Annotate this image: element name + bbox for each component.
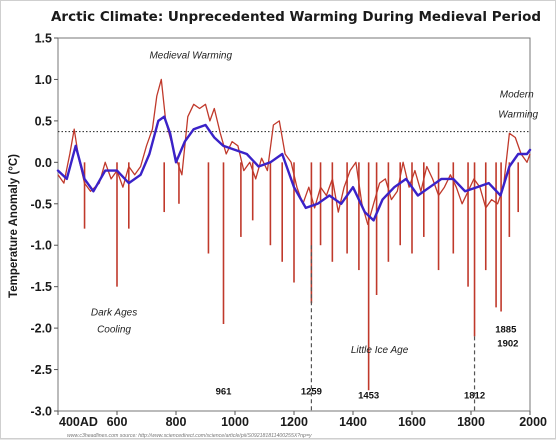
- y-tick-label: 0.5: [35, 114, 52, 128]
- annotation-label: Modern: [500, 90, 534, 101]
- y-tick-label: -0.5: [30, 197, 52, 211]
- annotation-label: Warming: [498, 110, 538, 121]
- series-line-smoothed: [56, 115, 532, 222]
- y-axis-label: Temperature Anomaly (°C): [8, 154, 20, 298]
- x-tick-label: 600: [107, 415, 128, 429]
- x-tick-label: 1400: [339, 415, 367, 429]
- chart-title: Arctic Climate: Unprecedented Warming Du…: [51, 9, 541, 25]
- year-label: 1453: [358, 391, 379, 402]
- year-label: 1812: [464, 391, 485, 402]
- x-tick-label: 1000: [221, 415, 249, 429]
- y-tick-label: -3.0: [30, 405, 52, 419]
- y-tick-label: 1.0: [35, 73, 52, 87]
- annotation-label: Little Ice Age: [351, 345, 409, 356]
- series-line-raw: [57, 78, 531, 226]
- y-tick-label: -1.0: [30, 239, 52, 253]
- x-tick-label: 800: [166, 415, 187, 429]
- annotation-label: Dark Ages: [91, 308, 137, 319]
- x-tick-label: 2000: [519, 415, 547, 429]
- y-tick-label: 1.5: [35, 32, 52, 46]
- y-tick-label: 0.0: [35, 156, 52, 170]
- x-tick-label: 1600: [398, 415, 426, 429]
- annotation-label: Cooling: [97, 324, 131, 335]
- y-tick-label: -1.5: [30, 280, 52, 294]
- y-tick-label: -2.0: [30, 322, 52, 336]
- year-label: 961: [216, 386, 233, 397]
- year-label: 1885: [495, 324, 517, 335]
- x-tick-label: 1800: [457, 415, 485, 429]
- x-tick-label: 1200: [280, 415, 308, 429]
- y-tick-label: -2.5: [30, 363, 52, 377]
- year-label: 1259: [301, 386, 322, 397]
- x-tick-label: 400AD: [59, 415, 98, 429]
- year-label: 1902: [497, 338, 518, 349]
- source-note: www.c3headlines.com source: http://www.s…: [67, 433, 312, 439]
- annotation-label: Medieval Warming: [149, 51, 232, 62]
